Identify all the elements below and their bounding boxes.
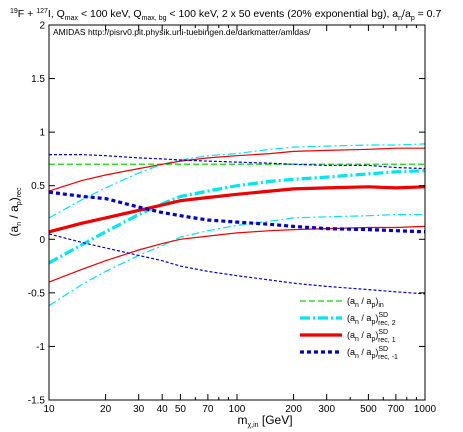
y-tick-label: 1 (39, 128, 45, 139)
plot-frame (48, 24, 426, 401)
series-rec1-line (48, 185, 426, 234)
x-axis-label: mχ,in [GeV] (237, 413, 292, 429)
x-tick-label: 20 (100, 404, 112, 415)
y-tick-label: 1.5 (31, 74, 45, 85)
series-recm1-band-upper (49, 154, 426, 170)
x-tick-label: 10 (43, 404, 55, 415)
series-rec2-band-lower (48, 214, 425, 307)
y-tick-label: -0.5 (28, 288, 46, 299)
x-tick-label: 200 (285, 404, 302, 415)
x-tick-label: 100 (229, 404, 246, 415)
x-tick-label: 40 (157, 404, 169, 415)
legend-label-rec2: (an / ap)SD rec, 2 (347, 312, 396, 327)
x-tick-label: 500 (360, 404, 377, 415)
y-axis-ticks: -1.5 -1 -0.5 0 0.5 1 1.5 2 (28, 21, 425, 407)
x-tick-label: 30 (133, 404, 145, 415)
series-rec1-band-lower (48, 225, 426, 283)
y-tick-label: -1.5 (28, 396, 46, 407)
legend-label-input: (an / ap)in (347, 296, 384, 309)
chart-title: 19F + 127I, Qmax < 100 keV, Qmax, bg < 1… (10, 8, 441, 22)
series-rec2-band-upper (48, 143, 426, 219)
y-tick-label: -1 (36, 342, 45, 353)
legend: (an / ap)in (an / ap)SD rec, 2 (an / ap)SD r… (300, 296, 398, 361)
plot-area (48, 143, 426, 307)
x-tick-label: 1000 (414, 404, 437, 415)
series-rec2-line (48, 169, 426, 265)
x-axis-ticks: 10 20 30 40 50 70 100 200 300 500 700 1000 (43, 25, 437, 415)
y-tick-label: 2 (39, 21, 45, 32)
x-tick-label: 50 (175, 404, 187, 415)
x-tick-label: 300 (318, 404, 335, 415)
legend-label-rec1: (an / ap)SD rec, 1 (347, 329, 396, 344)
x-tick-label: 70 (202, 404, 214, 415)
y-tick-label: 0 (39, 235, 45, 246)
series-rec1-band-upper (48, 147, 425, 192)
series-recm1-band-lower (48, 233, 426, 295)
y-axis-label: (an / ap)rec (7, 187, 23, 236)
series-recm1-line (48, 190, 426, 234)
x-tick-label: 700 (388, 404, 405, 415)
legend-label-recm1: (an / ap)SD rec, -1 (347, 346, 398, 361)
amidas-label: AMIDAS http://pisrv0.pit.physik.uni-tueb… (53, 27, 311, 37)
y-tick-label: 0.5 (31, 181, 45, 192)
